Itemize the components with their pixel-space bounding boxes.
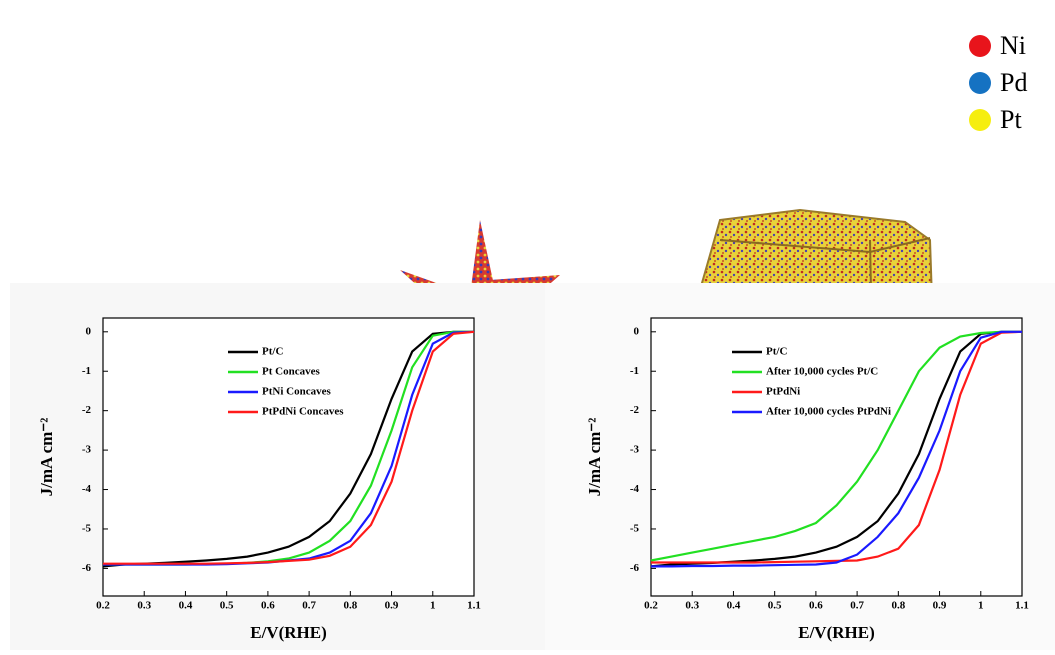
x-tick-label: 0.7: [850, 600, 864, 612]
y-tick-label: -3: [630, 444, 640, 456]
x-tick-label: 0.3: [685, 600, 699, 612]
legend-label: After 10,000 cycles Pt/C: [766, 366, 878, 378]
y-tick-label: -2: [630, 404, 640, 416]
y-tick-label: -2: [82, 404, 92, 416]
y-tick-label: 0: [86, 325, 92, 337]
x-tick-label: 0.5: [220, 600, 234, 612]
x-tick-label: 0.7: [302, 600, 316, 612]
page: {"illustration":{"legend":[{"label":"Ni"…: [0, 0, 1055, 650]
legend-dot: [969, 109, 991, 131]
x-axis-label: E/V(RHE): [798, 623, 875, 642]
legend-label: Pt: [1000, 105, 1022, 134]
legend-dot: [969, 35, 991, 57]
legend-label: PtNi Concaves: [262, 386, 331, 398]
legend-label: PtPdNi: [766, 386, 800, 398]
legend-label: Pd: [1000, 68, 1027, 97]
legend-label: Pt Concaves: [262, 366, 320, 378]
x-tick-label: 0.2: [96, 600, 110, 612]
figure: Ni Pd Pt 0.2 0.3 0.4 0.5 0.6 0.7 0.8 0.9 1 1.1 0 -1 -2…: [0, 0, 1055, 650]
y-tick-label: -5: [82, 522, 92, 534]
legend-label: Pt/C: [262, 346, 283, 358]
x-tick-label: 0.5: [768, 600, 782, 612]
x-tick-label: 0.6: [809, 600, 823, 612]
y-tick-label: -6: [82, 562, 92, 574]
x-axis-label: E/V(RHE): [250, 623, 327, 642]
x-tick-label: 0.9: [385, 600, 399, 612]
y-tick-label: -4: [630, 483, 640, 495]
legend-label: Ni: [1000, 31, 1026, 60]
y-tick-label: -6: [630, 562, 640, 574]
x-tick-label: 1: [978, 600, 984, 612]
x-tick-label: 0.4: [179, 600, 193, 612]
y-tick-label: -4: [82, 483, 92, 495]
chart: 0.2 0.3 0.4 0.5 0.6 0.7 0.8 0.9 1 1.1 0 -1 -2 -3 -4 -5 -…: [585, 318, 1029, 642]
x-tick-label: 1.1: [1015, 600, 1029, 612]
x-tick-label: 0.8: [891, 600, 905, 612]
x-tick-label: 0.8: [343, 600, 357, 612]
legend-label: PtPdNi Concaves: [262, 406, 344, 418]
x-tick-label: 1.1: [467, 600, 481, 612]
x-tick-label: 0.6: [261, 600, 275, 612]
y-axis-label: J/mA cm⁻²: [37, 418, 56, 497]
x-tick-label: 0.2: [644, 600, 658, 612]
x-tick-label: 0.3: [137, 600, 151, 612]
x-tick-label: 0.4: [727, 600, 741, 612]
legend-dot: [969, 72, 991, 94]
element-legend: Ni Pd Pt: [969, 31, 1027, 134]
y-tick-label: 0: [634, 325, 640, 337]
legend-label: Pt/C: [766, 346, 787, 358]
y-tick-label: -1: [82, 365, 91, 377]
y-tick-label: -5: [630, 522, 640, 534]
chart: 0.2 0.3 0.4 0.5 0.6 0.7 0.8 0.9 1 1.1 0 -1 -2 -3 -4 -5 -…: [37, 318, 481, 642]
legend-label: After 10,000 cycles PtPdNi: [766, 406, 891, 418]
y-tick-label: -3: [82, 444, 92, 456]
x-tick-label: 1: [430, 600, 436, 612]
y-tick-label: -1: [630, 365, 639, 377]
y-axis-label: J/mA cm⁻²: [585, 418, 604, 497]
x-tick-label: 0.9: [933, 600, 947, 612]
